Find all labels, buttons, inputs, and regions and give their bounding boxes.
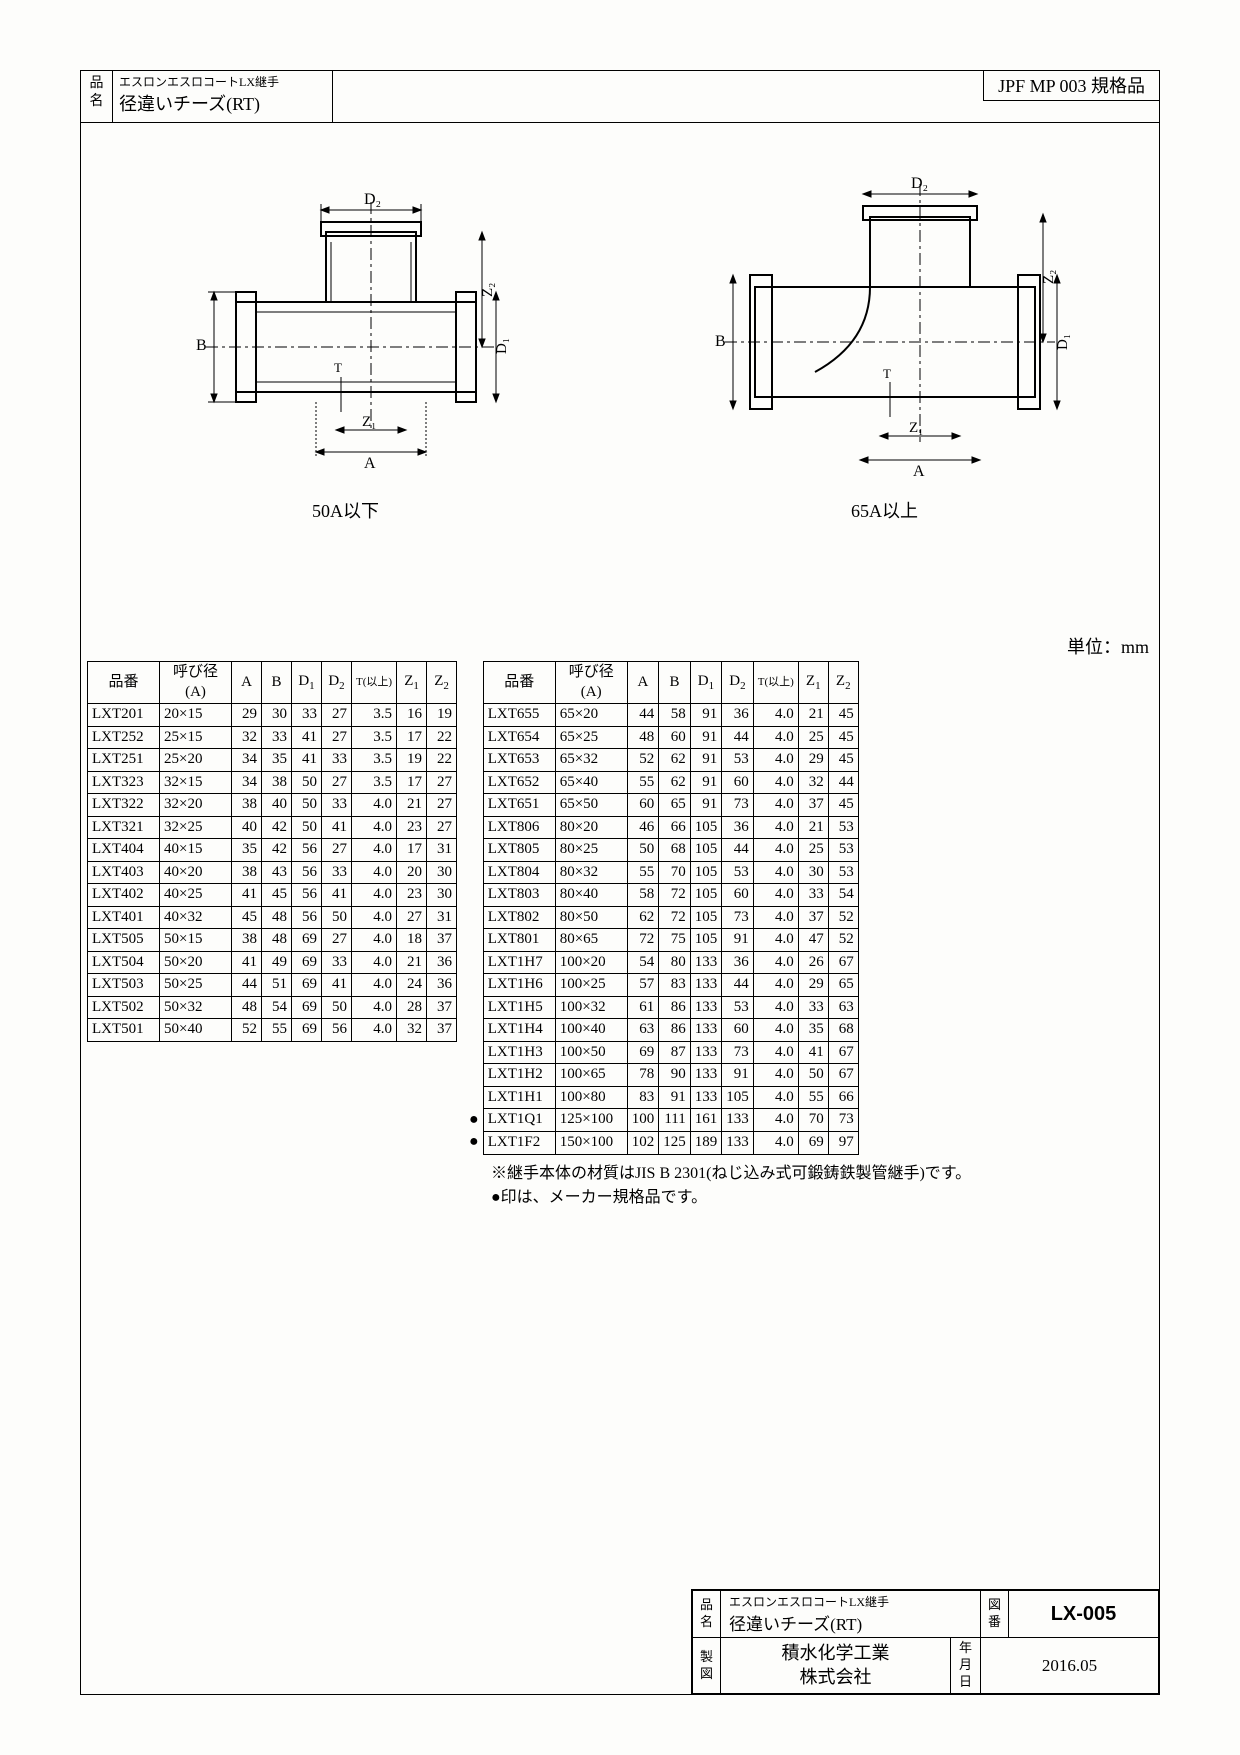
svg-text:T: T bbox=[334, 360, 342, 375]
diagram-left: D₂ B bbox=[166, 182, 526, 482]
diagram-right: D₂ B D₁ bbox=[695, 172, 1075, 482]
table-row: LXT50150×40525569564.03237 bbox=[88, 1019, 457, 1042]
table-row: ●LXT1Q1125×1001001111611334.07073 bbox=[465, 1109, 858, 1132]
table-row: LXT1H3100×506987133734.04167 bbox=[465, 1041, 858, 1064]
table-row: LXT1H4100×406386133604.03568 bbox=[465, 1019, 858, 1042]
svg-text:A: A bbox=[364, 455, 376, 472]
table-row: LXT40340×20384356334.02030 bbox=[88, 861, 457, 884]
table-row: LXT80580×255068105444.02553 bbox=[465, 839, 858, 862]
table-row: LXT1H2100×657890133914.05067 bbox=[465, 1064, 858, 1087]
table-row: LXT65565×20445891364.02145 bbox=[465, 704, 858, 727]
table-row: LXT1H1100×8083911331054.05566 bbox=[465, 1086, 858, 1109]
svg-text:D₂: D₂ bbox=[364, 191, 381, 208]
svg-text:D₂: D₂ bbox=[911, 175, 928, 192]
table-row: LXT1H6100×255783133444.02965 bbox=[465, 974, 858, 997]
diagram-left-caption: 50A以下 bbox=[166, 497, 526, 523]
table-row: LXT40440×15354256274.01731 bbox=[88, 839, 457, 862]
diagram-right-caption: 65A以上 bbox=[695, 497, 1075, 523]
diagram-area: D₂ B bbox=[81, 123, 1159, 553]
table-row: LXT25225×15323341273.51722 bbox=[88, 726, 457, 749]
table-row: LXT65165×50606591734.03745 bbox=[465, 794, 858, 817]
table-row: LXT32332×15343850273.51727 bbox=[88, 771, 457, 794]
table-row: LXT50450×20414969334.02136 bbox=[88, 951, 457, 974]
title-block: 品名 エスロンエスロコートLX継手 径違いチーズ(RT) 図番 LX-005 製… bbox=[691, 1589, 1159, 1694]
table-row: LXT20120×15293033273.51619 bbox=[88, 704, 457, 727]
table-row: LXT50350×25445169414.02436 bbox=[88, 974, 457, 997]
svg-text:B: B bbox=[196, 337, 207, 354]
tb-drawn-label: 製図 bbox=[693, 1638, 721, 1694]
table-row: ●LXT1F2150×1001021251891334.06997 bbox=[465, 1131, 858, 1154]
tb-date-label: 年月日 bbox=[951, 1638, 981, 1694]
svg-text:Z₁: Z₁ bbox=[362, 414, 376, 430]
tb-product: エスロンエスロコートLX継手 径違いチーズ(RT) bbox=[721, 1591, 981, 1638]
table-row: LXT65365×32526291534.02945 bbox=[465, 749, 858, 772]
left-table: 品番呼び径(A)ABD1D2T(以上)Z1Z2LXT20120×15293033… bbox=[87, 661, 457, 1042]
tb-date: 2016.05 bbox=[981, 1638, 1159, 1694]
svg-text:T: T bbox=[883, 366, 891, 381]
header-spec: JPF MP 003 規格品 bbox=[983, 71, 1159, 101]
table-row: LXT1H5100×326186133534.03363 bbox=[465, 996, 858, 1019]
note-2: ●印は、メーカー規格品です。 bbox=[491, 1183, 1151, 1207]
svg-text:D₁: D₁ bbox=[1055, 334, 1071, 350]
header-product: エスロンエスロコートLX継手 径違いチーズ(RT) bbox=[113, 71, 333, 122]
table-row: LXT40140×32454856504.02731 bbox=[88, 906, 457, 929]
header: 品名 エスロンエスロコートLX継手 径違いチーズ(RT) JPF MP 003 … bbox=[81, 71, 1159, 123]
tb-dwg-label: 図番 bbox=[981, 1591, 1009, 1638]
header-name-label: 品名 bbox=[81, 71, 113, 122]
table-row: LXT80680×204666105364.02153 bbox=[465, 816, 858, 839]
svg-text:A: A bbox=[913, 463, 925, 480]
unit-label: 単位：mm bbox=[81, 633, 1159, 661]
note-1: ※継手本体の材質はJIS B 2301(ねじ込み式可鍛鋳鉄製管継手)です。 bbox=[491, 1159, 1151, 1183]
table-row: LXT32132×25404250414.02327 bbox=[88, 816, 457, 839]
table-row: LXT65465×25486091444.02545 bbox=[465, 726, 858, 749]
table-row: LXT50250×32485469504.02837 bbox=[88, 996, 457, 1019]
table-row: LXT65265×40556291604.03244 bbox=[465, 771, 858, 794]
table-row: LXT25125×20343541333.51922 bbox=[88, 749, 457, 772]
header-series: エスロンエスロコートLX継手 bbox=[119, 73, 326, 90]
table-row: LXT40240×25414556414.02330 bbox=[88, 884, 457, 907]
svg-text:Z₂: Z₂ bbox=[1041, 270, 1057, 284]
svg-text:D₁: D₁ bbox=[494, 338, 510, 354]
table-row: LXT80380×405872105604.03354 bbox=[465, 884, 858, 907]
table-row: LXT80480×325570105534.03053 bbox=[465, 861, 858, 884]
tb-dwg-no: LX-005 bbox=[1009, 1591, 1159, 1638]
table-row: LXT1H7100×205480133364.02667 bbox=[465, 951, 858, 974]
table-row: LXT32232×20384050334.02127 bbox=[88, 794, 457, 817]
notes: ※継手本体の材質はJIS B 2301(ねじ込み式可鍛鋳鉄製管継手)です。 ●印… bbox=[491, 1155, 1159, 1207]
table-row: LXT80280×506272105734.03752 bbox=[465, 906, 858, 929]
table-row: LXT50550×15384869274.01837 bbox=[88, 929, 457, 952]
tables: 品番呼び径(A)ABD1D2T(以上)Z1Z2LXT20120×15293033… bbox=[81, 661, 1159, 1155]
table-row: LXT80180×657275105914.04752 bbox=[465, 929, 858, 952]
svg-text:Z₁: Z₁ bbox=[909, 420, 923, 436]
right-table: 品番呼び径(A)ABD1D2T(以上)Z1Z2LXT65565×20445891… bbox=[465, 661, 859, 1155]
header-pname: 径違いチーズ(RT) bbox=[119, 90, 326, 116]
svg-text:B: B bbox=[715, 333, 726, 350]
tb-name-label: 品名 bbox=[693, 1591, 721, 1638]
tb-company: 積水化学工業株式会社 bbox=[721, 1638, 951, 1694]
svg-text:Z₂: Z₂ bbox=[480, 283, 496, 297]
